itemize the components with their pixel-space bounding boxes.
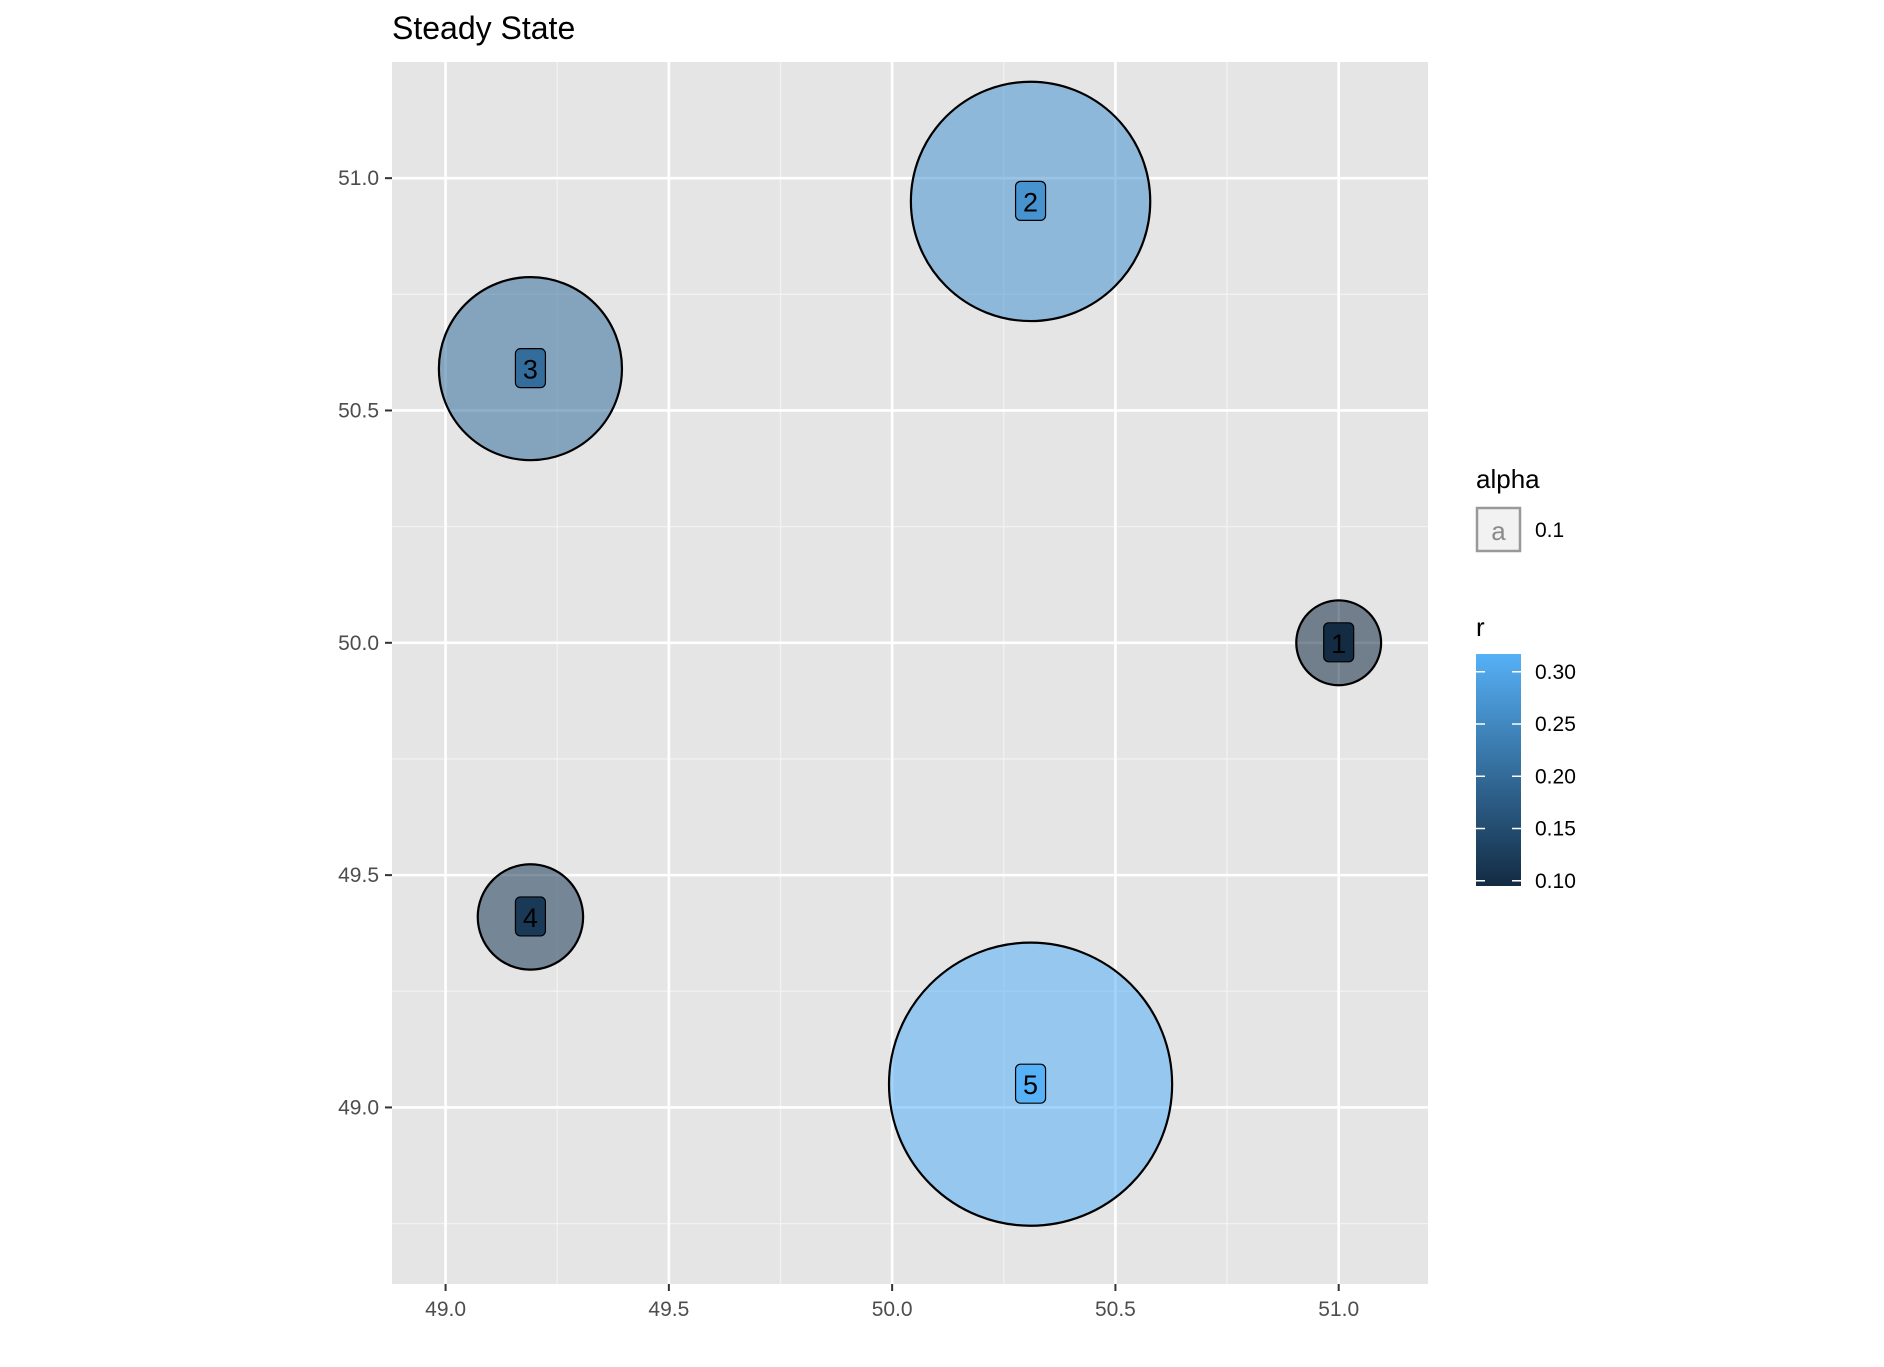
chart-title: Steady State [392,10,575,46]
x-tick-label: 50.0 [872,1298,913,1321]
y-tick-label: 49.0 [338,1096,379,1119]
legend-alpha-key [1475,506,1522,553]
legend-alpha-label: 0.1 [1535,519,1564,542]
legend-r-tick-label: 0.10 [1535,870,1576,893]
x-tick-label: 49.0 [425,1298,466,1321]
bubble-label-box [1014,180,1047,221]
bubble-label-box [514,348,547,389]
bubble-label: 5 [1023,1070,1038,1100]
legend-r-title: r [1476,612,1485,642]
bubble-label-box [1014,1063,1047,1104]
x-tick-label: 49.5 [648,1298,689,1321]
bubble-label-box [1323,622,1355,663]
y-tick-label: 50.5 [338,399,379,422]
bubble-label: 1 [1331,629,1346,659]
y-tick-label: 49.5 [338,864,379,887]
legend-r-tick-label: 0.25 [1535,713,1576,736]
legend-alpha-title: alpha [1476,464,1540,494]
bubble-label: 4 [523,903,538,933]
legend: alpha a 0.1 r 0.10 0.15 0.20 0.25 0.30 [1475,464,1576,893]
x-tick-label: 50.5 [1095,1298,1136,1321]
plot-panel: 49.0 49.5 50.0 50.5 51.0 49.0 49.5 50.0 50.5 51.0… [338,62,1428,1321]
legend-r-tick-label: 0.20 [1535,765,1576,788]
legend-r-tick-label: 0.15 [1535,818,1576,841]
legend-r-tick-label: 0.30 [1535,661,1576,684]
x-tick-label: 51.0 [1318,1298,1359,1321]
bubble-label: 3 [523,355,538,385]
legend-r-colorbar [1476,654,1521,886]
legend-alpha-key-glyph: a [1491,516,1506,546]
y-tick-label: 51.0 [338,167,379,190]
bubble-label-box [514,896,547,937]
bubble-label: 2 [1023,187,1038,217]
y-tick-label: 50.0 [338,632,379,655]
